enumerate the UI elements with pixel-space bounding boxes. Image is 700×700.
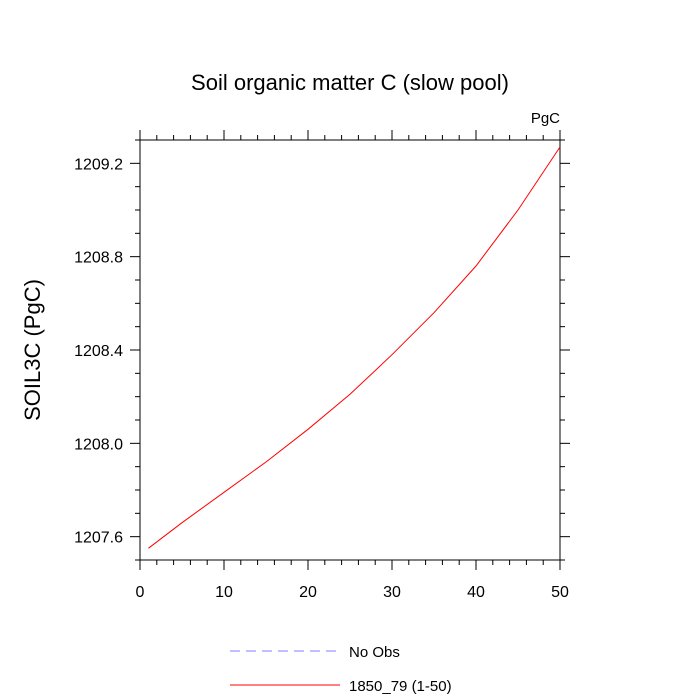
x-tick-label: 40 (467, 584, 485, 601)
plot-series (148, 146, 561, 549)
legend-label-run: 1850_79 (1-50) (349, 678, 452, 695)
x-tick-label: 20 (299, 584, 317, 601)
y-tick-label: 1208.0 (74, 436, 123, 453)
x-tick-label: 30 (383, 584, 401, 601)
y-tick-label: 1207.6 (74, 530, 123, 547)
x-tick-label: 50 (551, 584, 569, 601)
y-tick-label: 1208.8 (74, 250, 123, 267)
legend: No Obs 1850_79 (1-50) (230, 644, 452, 695)
units-label: PgC (531, 110, 560, 127)
x-tick-label: 10 (215, 584, 233, 601)
series-line (148, 146, 561, 549)
axis-ticks: 0 10 20 30 40 50 1207.6 1208.0 1208.4 1208.8 1209.… (74, 130, 570, 601)
y-tick-label: 1208.4 (74, 343, 123, 360)
y-tick-label: 1209.2 (74, 156, 123, 173)
y-axis-label: SOIL3C (PgC) (20, 279, 45, 421)
legend-label-no-obs: No Obs (349, 644, 400, 661)
x-tick-label: 0 (136, 584, 145, 601)
chart-title: Soil organic matter C (slow pool) (191, 70, 509, 95)
plot-frame (139, 139, 561, 561)
